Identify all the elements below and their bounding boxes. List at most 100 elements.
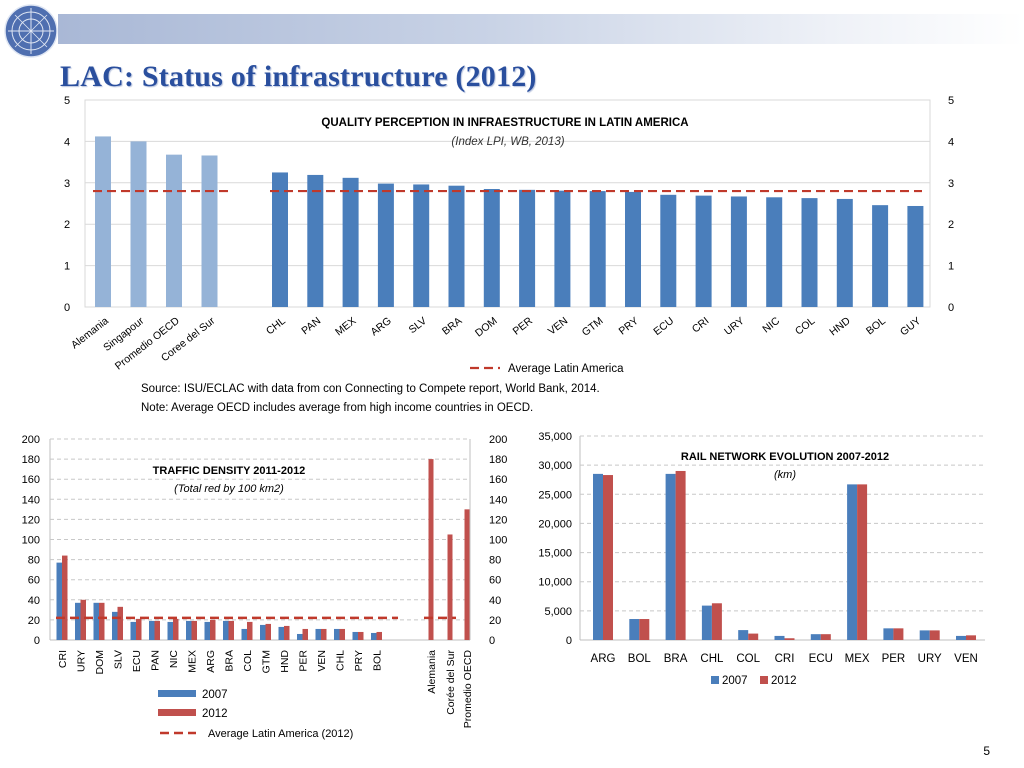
chart2-xtick: VEN bbox=[316, 650, 328, 672]
chart2-bar-2007 bbox=[204, 621, 210, 640]
chart3-bar-2007 bbox=[956, 635, 966, 640]
chart3-legend-swatch-2012 bbox=[760, 676, 768, 684]
chart2-bar-2007 bbox=[56, 562, 62, 640]
chart3-ytick: 30,000 bbox=[538, 460, 572, 472]
chart3-xtick: CHL bbox=[700, 653, 724, 665]
chart2-benchmark-bar bbox=[464, 509, 470, 640]
chart3-bar-2007 bbox=[701, 605, 712, 640]
chart2-bar-2007 bbox=[334, 628, 340, 640]
chart2-ytick-left: 60 bbox=[28, 575, 40, 587]
chart2-ytick-right: 20 bbox=[489, 615, 501, 627]
chart2-bar-2007 bbox=[315, 628, 321, 640]
chart3-bar-2007 bbox=[847, 484, 858, 640]
chart1-bar bbox=[519, 189, 536, 307]
chart3-xtick: CRI bbox=[775, 653, 795, 665]
chart2-ytick-left: 120 bbox=[22, 514, 40, 526]
chart3-bar-2007 bbox=[629, 619, 640, 640]
chart2-xtick: ECU bbox=[131, 650, 143, 672]
chart3-bar-2012 bbox=[929, 630, 940, 640]
chart1-bar bbox=[695, 195, 712, 307]
chart3-bar-2012 bbox=[966, 635, 976, 640]
chart1-xtick: COL bbox=[793, 315, 818, 338]
chart2-legend-avg: Average Latin America (2012) bbox=[208, 728, 353, 740]
chart1-ytick-left: 4 bbox=[64, 136, 70, 148]
chart2-xtick: HND bbox=[279, 650, 291, 673]
chart1-benchmark-bar bbox=[166, 154, 182, 307]
chart2-bar-2007 bbox=[167, 621, 173, 640]
chart2-bar-2012 bbox=[154, 620, 160, 640]
chart1-xtick: SLV bbox=[407, 315, 429, 336]
chart3-xtick: ECU bbox=[809, 653, 833, 665]
chart3-bar-2007 bbox=[883, 628, 894, 640]
chart2-xtick: ARG bbox=[205, 650, 217, 673]
chart2-legend-2007: 2007 bbox=[202, 689, 228, 701]
chart1-bar bbox=[872, 205, 889, 307]
chart2-bar-2007 bbox=[186, 620, 192, 640]
chart2-ytick-right: 140 bbox=[489, 494, 507, 506]
chart1-title: QUALITY PERCEPTION IN INFRAESTRUCTURE IN… bbox=[321, 117, 688, 129]
chart2-ytick-right: 40 bbox=[489, 595, 501, 607]
chart2-xtick-benchmark: Alemania bbox=[426, 650, 438, 694]
chart1-ytick-right: 0 bbox=[948, 302, 954, 314]
chart1-ytick-right: 2 bbox=[948, 219, 954, 231]
chart1-ytick-left: 3 bbox=[64, 178, 70, 190]
chart1-bar bbox=[307, 174, 324, 307]
chart2-bar-2012 bbox=[136, 618, 142, 640]
chart2-ytick-right: 180 bbox=[489, 454, 507, 466]
chart3-bar-2012 bbox=[711, 603, 722, 640]
chart2-bar-2007 bbox=[260, 624, 266, 640]
chart3-ytick: 25,000 bbox=[538, 489, 572, 501]
chart2-ytick-right: 100 bbox=[489, 535, 507, 547]
chart1-ytick-left: 0 bbox=[64, 302, 70, 314]
chart2-ytick-right: 0 bbox=[489, 635, 495, 647]
chart1-benchmark-bar bbox=[130, 141, 147, 307]
chart2-bar-2012 bbox=[302, 628, 308, 640]
chart1-legend-label: Average Latin America bbox=[508, 363, 624, 375]
chart2-bar-2007 bbox=[241, 628, 247, 640]
chart1-xtick: PAN bbox=[299, 315, 323, 337]
chart1-xtick: PRY bbox=[617, 315, 641, 338]
chart2-bar-2007 bbox=[223, 620, 229, 640]
un-emblem-icon bbox=[4, 4, 58, 58]
chart2-ytick-left: 140 bbox=[22, 494, 40, 506]
chart1-xtick: CRI bbox=[690, 315, 712, 336]
chart1-bar bbox=[377, 183, 394, 307]
chart1-footnote: Note: Average OECD includes average from… bbox=[141, 402, 533, 414]
chart3-xtick: ARG bbox=[591, 653, 616, 665]
chart3-ytick: 5,000 bbox=[544, 606, 572, 618]
header-gradient-bar bbox=[58, 14, 1024, 44]
chart1-bar bbox=[625, 191, 641, 307]
chart2-ytick-right: 200 bbox=[489, 434, 507, 446]
chart3-bar-2012 bbox=[748, 633, 759, 640]
chart2-bar-2012 bbox=[358, 631, 364, 640]
chart3-title: RAIL NETWORK EVOLUTION 2007-2012 bbox=[681, 451, 889, 463]
chart3-bar-2012 bbox=[675, 470, 686, 640]
chart2-benchmark-bar bbox=[428, 459, 434, 640]
chart2-xtick: NIC bbox=[168, 650, 180, 669]
chart1-subtitle: (Index LPI, WB, 2013) bbox=[451, 136, 564, 148]
chart2-xtick: BOL bbox=[372, 650, 384, 671]
chart1-bar bbox=[448, 185, 465, 307]
chart2-bar-2012 bbox=[191, 620, 197, 640]
chart3-ytick: 20,000 bbox=[538, 518, 572, 530]
chart3-bar-2012 bbox=[639, 619, 650, 640]
chart3-legend-swatch-2007 bbox=[711, 676, 719, 684]
chart1-ytick-left: 5 bbox=[64, 95, 70, 107]
chart2-bar-2012 bbox=[62, 555, 68, 640]
chart2-xtick: PAN bbox=[150, 650, 162, 671]
chart2-legend-2012: 2012 bbox=[202, 708, 228, 720]
chart2-ytick-left: 160 bbox=[22, 474, 40, 486]
chart2-xtick-benchmark: Corée del Sur bbox=[445, 650, 457, 715]
chart2-xtick: BRA bbox=[224, 650, 236, 672]
chart1-bar bbox=[483, 189, 500, 307]
chart1-ytick-right: 1 bbox=[948, 261, 954, 273]
chart3-ytick: 15,000 bbox=[538, 548, 572, 560]
chart1-xtick: BOL bbox=[864, 315, 888, 337]
chart2-bar-2007 bbox=[93, 602, 99, 640]
chart1-xtick: GUY bbox=[898, 315, 923, 338]
chart1-ytick-right: 5 bbox=[948, 95, 954, 107]
chart3-bar-2007 bbox=[593, 473, 603, 640]
chart2-ytick-left: 180 bbox=[22, 454, 40, 466]
chart1-bar bbox=[766, 197, 783, 307]
